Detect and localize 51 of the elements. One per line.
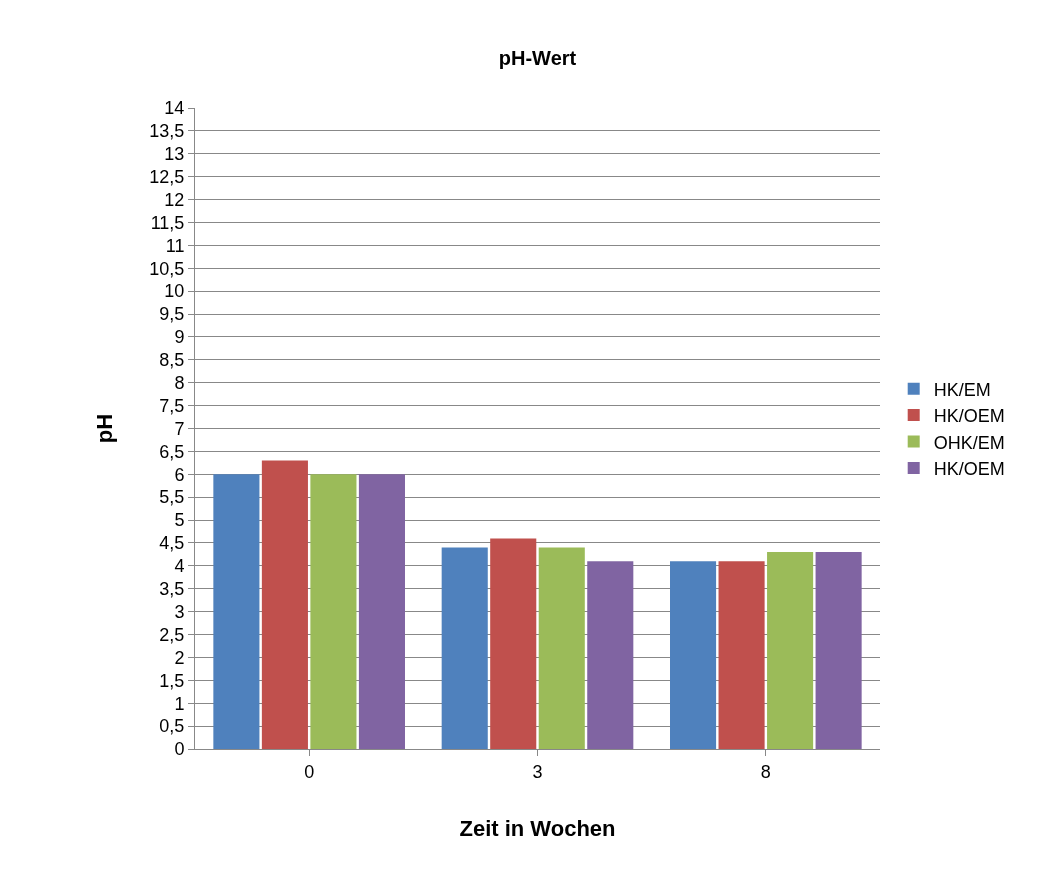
y-tick-label: 7 (174, 418, 185, 439)
y-tick-label: 0 (174, 739, 185, 760)
legend-label: HK/OEM (933, 406, 1005, 427)
y-tick-label: 10,5 (149, 258, 185, 279)
y-tick-label: 2,5 (159, 624, 185, 645)
y-axis-title: pH (92, 413, 118, 444)
y-tick-label: 14 (164, 98, 185, 119)
y-tick-label: 8 (174, 373, 185, 394)
y-tick-label: 4 (174, 556, 185, 577)
bar (213, 474, 260, 749)
y-tick-label: 6,5 (159, 441, 185, 462)
y-tick-label: 11 (165, 235, 185, 256)
legend-label: HK/OEM (933, 458, 1005, 479)
x-tick-label: 8 (760, 761, 771, 782)
chart-title: pH-Wert (498, 46, 577, 69)
legend-label: OHK/EM (933, 432, 1005, 453)
x-tick-label: 3 (532, 761, 543, 782)
bar (767, 552, 814, 749)
bar (261, 460, 308, 749)
bar (441, 547, 488, 749)
y-tick-label: 9,5 (159, 304, 185, 325)
bar (490, 538, 537, 749)
bar (670, 561, 717, 749)
y-tick-label: 7,5 (159, 395, 185, 416)
y-tick-label: 4,5 (159, 533, 185, 554)
y-tick-label: 3 (174, 601, 185, 622)
y-tick-label: 0,5 (159, 716, 185, 737)
y-tick-label: 8,5 (159, 350, 185, 371)
bar (587, 561, 634, 749)
y-tick-label: 1 (174, 693, 185, 714)
y-tick-label: 10 (164, 281, 185, 302)
y-tick-label: 6 (174, 464, 185, 485)
y-tick-label: 5,5 (159, 487, 185, 508)
y-tick-label: 13,5 (149, 121, 185, 142)
bar (538, 547, 585, 749)
bar (358, 474, 405, 749)
bar (310, 474, 357, 749)
y-tick-label: 3,5 (159, 579, 185, 600)
bar (815, 552, 862, 749)
bar (718, 561, 765, 749)
y-tick-label: 2 (174, 647, 185, 668)
y-tick-label: 12 (164, 189, 185, 210)
legend-label: HK/EM (933, 379, 991, 400)
y-tick-label: 9 (174, 327, 185, 348)
x-tick-label: 0 (304, 761, 315, 782)
y-tick-label: 12,5 (149, 166, 185, 187)
y-tick-label: 5 (174, 510, 185, 531)
y-tick-label: 1,5 (159, 670, 185, 691)
y-tick-label: 11,5 (150, 212, 185, 233)
y-tick-label: 13 (164, 144, 185, 165)
x-axis-title: Zeit in Wochen (459, 816, 616, 842)
